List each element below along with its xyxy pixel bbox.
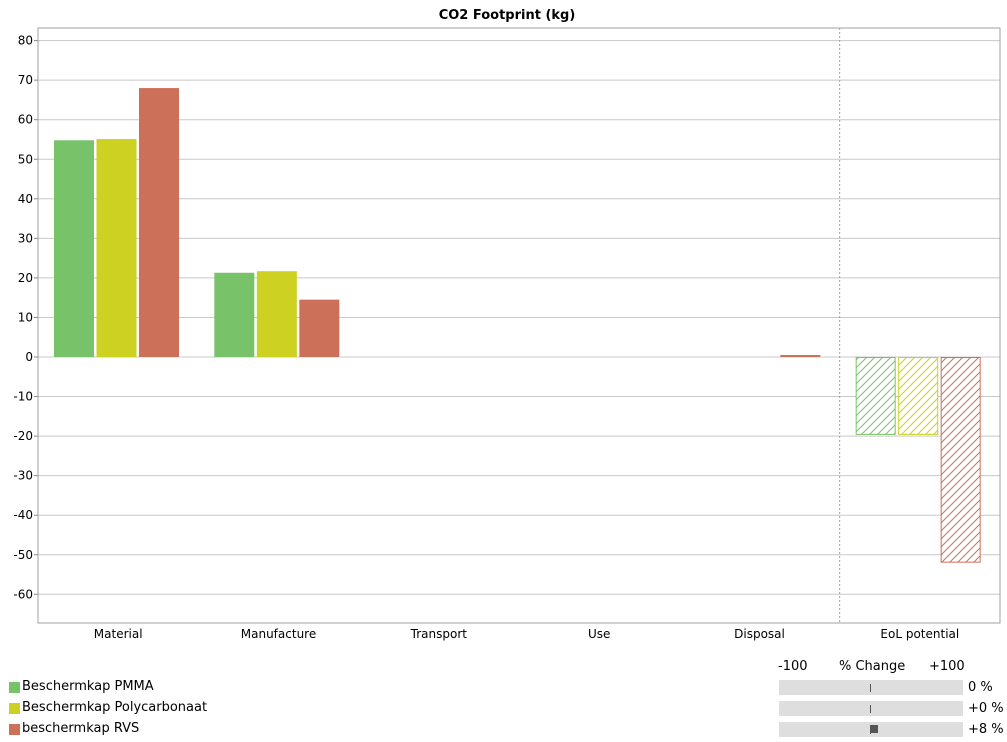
percent-change-track <box>779 680 963 695</box>
y-tick-label: -50 <box>13 548 33 562</box>
bar <box>299 299 340 357</box>
percent-change-row: +8 % <box>778 722 1004 738</box>
bar <box>780 355 821 357</box>
bar <box>940 357 981 563</box>
bar <box>256 271 297 357</box>
legend-label: Beschermkap PMMA <box>22 679 154 694</box>
bar <box>139 88 179 357</box>
percent-change-value: +0 % <box>968 701 1004 716</box>
co2-footprint-chart: CO2 Footprint (kg) 80 70 60 50 40 30 20 10 0 -10 -… <box>13 8 1001 641</box>
percent-change-title: % Change <box>839 659 906 674</box>
gridlines <box>38 40 1000 595</box>
percent-change-row: 0 % <box>778 680 1003 696</box>
legend-swatch <box>9 682 20 693</box>
x-category-label: Manufacture <box>241 627 316 641</box>
bar <box>214 272 255 357</box>
legend-label: Beschermkap Polycarbonaat <box>22 700 208 715</box>
legend-swatch <box>9 703 20 714</box>
y-tick-label: 0 <box>25 350 33 364</box>
legend-item: Beschermkap PMMA <box>9 679 409 700</box>
percent-change-max-label: +100 <box>929 659 965 674</box>
y-tick-label: 20 <box>18 271 33 285</box>
percent-change-header: -100 % Change +100 <box>778 658 965 676</box>
legend-swatch <box>9 724 20 735</box>
x-category-label: EoL potential <box>880 627 959 641</box>
y-tick-label: 50 <box>18 152 33 166</box>
percent-change-value: +8 % <box>968 722 1004 737</box>
plot-frame <box>37 27 1001 624</box>
legend-label: beschermkap RVS <box>22 721 140 736</box>
bar <box>855 357 896 435</box>
percent-change-value: 0 % <box>968 680 993 695</box>
y-axis: 80 70 60 50 40 30 20 10 0 -10 -20 -30 -40 -50 -60 <box>13 34 38 601</box>
legend: Beschermkap PMMA Beschermkap Polycarbonaa… <box>9 679 409 742</box>
y-tick-label: 40 <box>18 192 33 206</box>
x-category-label: Use <box>588 627 610 641</box>
x-category-label: Disposal <box>734 627 785 641</box>
percent-change-track <box>779 701 963 716</box>
y-tick-label: 30 <box>18 231 33 245</box>
percent-change-indicator <box>870 725 879 733</box>
y-tick-label: -30 <box>13 469 33 483</box>
percent-change-center-tick <box>870 684 871 692</box>
x-axis: Material Manufacture Transport Use Disposal E… <box>94 627 959 641</box>
y-tick-label: -10 <box>13 390 33 404</box>
x-category-label: Transport <box>410 627 468 641</box>
percent-change-min-label: -100 <box>778 659 808 674</box>
bars <box>54 88 981 563</box>
x-category-label: Material <box>94 627 143 641</box>
percent-change-row: +0 % <box>778 701 1004 717</box>
y-tick-label: -60 <box>13 587 33 601</box>
legend-item: Beschermkap Polycarbonaat <box>9 700 409 721</box>
bar <box>898 357 939 435</box>
bar <box>54 140 94 357</box>
percent-change-track <box>779 722 963 737</box>
y-tick-label: 10 <box>18 310 33 324</box>
percent-change-panel: -100 % Change +100 0 % +0 % +8 % <box>778 658 1004 742</box>
y-tick-label: -20 <box>13 429 33 443</box>
chart-title: CO2 Footprint (kg) <box>439 8 576 23</box>
y-tick-label: 70 <box>18 73 33 87</box>
y-tick-label: -40 <box>13 508 33 522</box>
y-tick-label: 80 <box>18 34 33 48</box>
y-tick-label: 60 <box>18 113 33 127</box>
bar <box>96 139 137 357</box>
percent-change-center-tick <box>870 705 871 713</box>
legend-item: beschermkap RVS <box>9 721 409 742</box>
